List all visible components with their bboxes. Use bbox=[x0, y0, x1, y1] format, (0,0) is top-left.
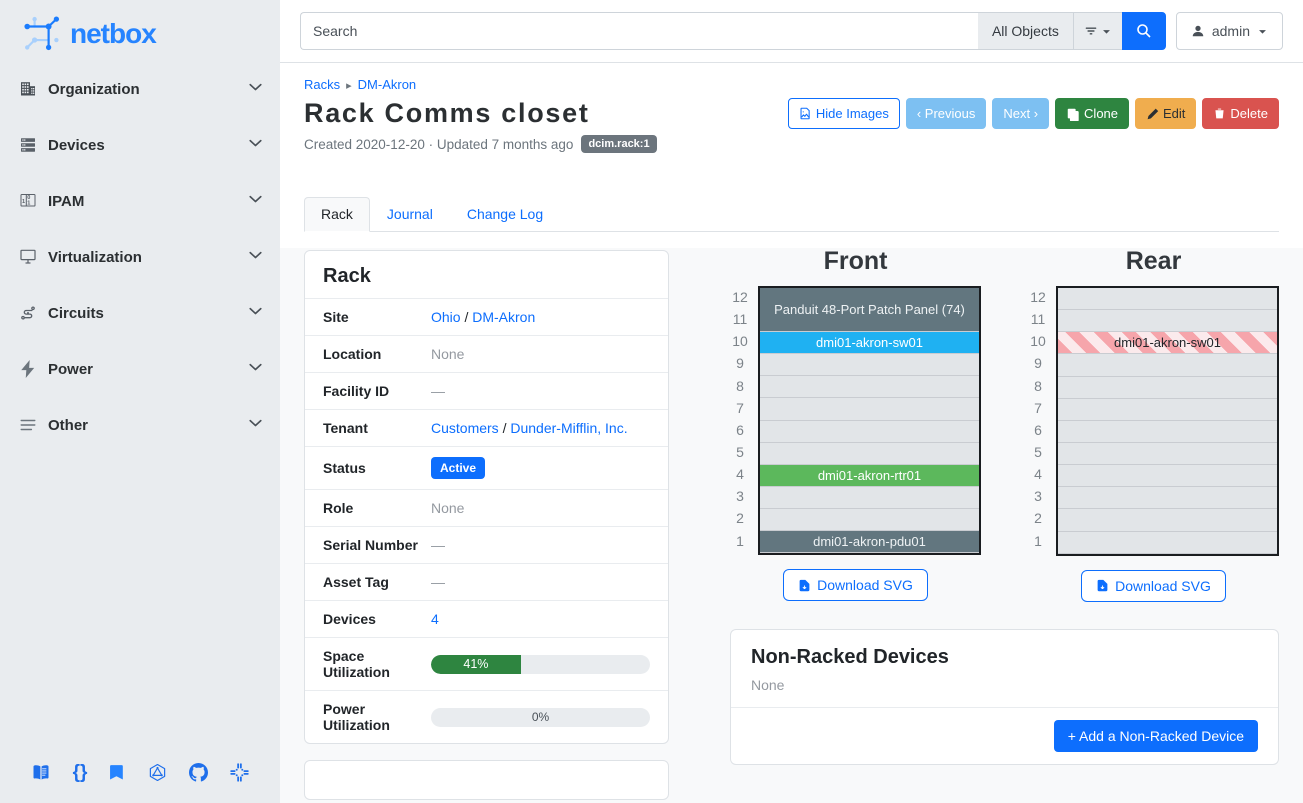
svg-text:1: 1 bbox=[27, 201, 30, 207]
svg-text:1: 1 bbox=[22, 199, 25, 205]
